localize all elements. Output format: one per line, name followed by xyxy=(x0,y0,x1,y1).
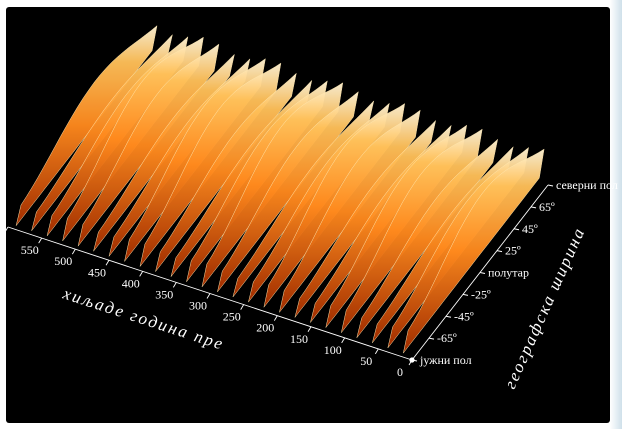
x-tick-mark xyxy=(408,359,413,366)
y-tick-label: -25º xyxy=(471,287,491,301)
x-tick-mark xyxy=(341,337,346,344)
x-tick-mark xyxy=(4,226,9,233)
surface-ridge xyxy=(93,53,235,252)
surface-ridges xyxy=(15,25,545,354)
y-tick-label: полутар xyxy=(488,266,529,280)
x-tick-mark xyxy=(38,237,43,244)
x-tick-label: 350 xyxy=(155,287,173,301)
y-tick-label: северни пол xyxy=(556,178,618,192)
surface-ridge xyxy=(356,138,499,338)
surface-ridge xyxy=(403,148,545,354)
y-tick-mark xyxy=(547,184,554,187)
x-tick-mark xyxy=(273,315,278,321)
y-tick-mark xyxy=(462,293,469,296)
x-tick-mark xyxy=(172,282,177,288)
x-tick-label: 600 xyxy=(0,232,5,246)
page-edge xyxy=(610,0,622,429)
y-tick-mark xyxy=(513,228,520,231)
y-tick-mark xyxy=(530,206,537,209)
y-tick-label: јужни пол xyxy=(419,353,472,367)
surface-ridge xyxy=(15,25,158,226)
y-tick-mark xyxy=(411,359,418,362)
x-tick-label: 150 xyxy=(290,332,308,346)
y-tick-label: 25º xyxy=(505,244,521,258)
surface-ridge xyxy=(217,91,359,293)
x-tick-label: 400 xyxy=(122,276,140,290)
surface-ridge xyxy=(294,119,437,318)
x-tick-mark xyxy=(105,260,110,266)
x-tick-labels: 600550500450400350300250200150100500 xyxy=(0,226,413,379)
surface-ridge xyxy=(155,72,297,272)
x-tick-mark xyxy=(139,271,144,277)
x-tick-label: 300 xyxy=(189,299,207,313)
x-tick-mark xyxy=(206,293,211,299)
x-tick-mark xyxy=(307,326,312,332)
x-tick-mark xyxy=(240,304,245,310)
surface-ridge xyxy=(279,109,421,313)
x-tick-label: 250 xyxy=(223,310,241,324)
y-tick-mark xyxy=(428,337,435,340)
y-tick-label: 65º xyxy=(539,200,555,214)
y-tick-label: 45º xyxy=(522,222,538,236)
x-tick-label: 550 xyxy=(21,243,39,257)
x-tick-label: 450 xyxy=(88,265,106,279)
x-tick-label: 0 xyxy=(397,365,403,379)
x-tick-label: 100 xyxy=(324,343,342,357)
x-tick-label: 500 xyxy=(54,254,72,268)
y-tick-label: -45º xyxy=(454,309,474,323)
y-tick-mark xyxy=(496,250,503,253)
y-tick-mark xyxy=(479,272,486,274)
y-tick-mark xyxy=(445,315,452,318)
x-tick-mark xyxy=(71,248,76,255)
x-tick-mark xyxy=(374,348,379,355)
x-tick-label: 50 xyxy=(360,354,372,368)
surface-ridge xyxy=(77,43,220,247)
y-tick-label: -65º xyxy=(437,331,457,345)
x-axis-title: хиљаде година пре xyxy=(60,283,227,353)
x-tick-label: 200 xyxy=(256,321,274,335)
